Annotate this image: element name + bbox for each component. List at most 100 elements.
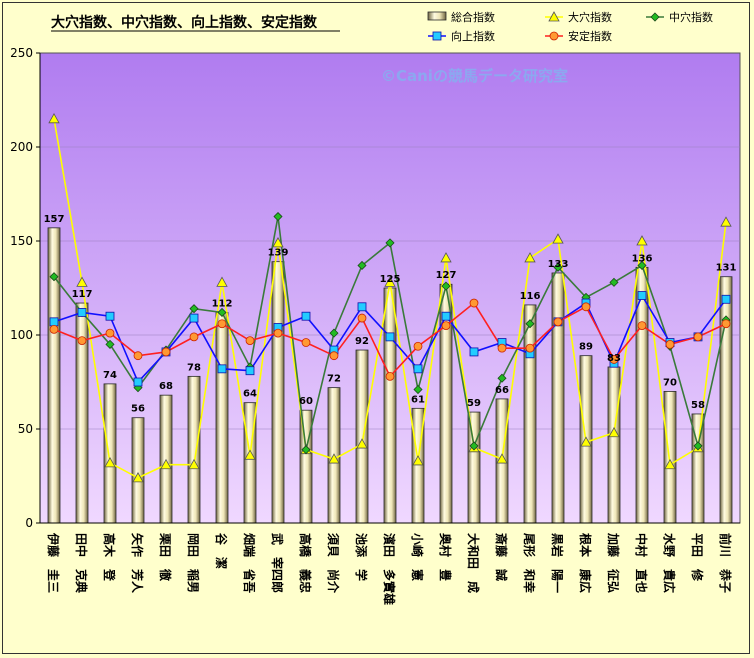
series-3-point-11 [357, 313, 367, 323]
x-category-label-11: 池添 学 [354, 533, 369, 581]
series-0-point-21 [636, 235, 648, 246]
bar-value-label-3: 56 [131, 404, 145, 415]
bar-value-label-5: 78 [187, 362, 201, 373]
bar-value-label-22: 70 [663, 377, 677, 388]
series-3-point-19 [581, 302, 591, 312]
y-tick-label: 100 [10, 328, 33, 342]
bar-value-label-0: 157 [44, 214, 65, 225]
series-0-point-20 [608, 426, 620, 438]
bar-value-label-1: 117 [72, 289, 93, 300]
series-1-point-5 [189, 304, 199, 314]
series-1-point-21 [637, 260, 647, 271]
bar-value-label-2: 74 [103, 370, 117, 381]
x-category-label-18: 黒岩 陽一 [550, 533, 565, 593]
x-category-label-24: 前川 恭子 [718, 533, 733, 593]
series-3-point-21 [637, 321, 647, 331]
x-category-label-22: 水野 貴広 [662, 533, 677, 593]
legend-label-1: 大穴指数 [568, 10, 612, 24]
bar-24 [719, 276, 733, 524]
series-0-point-2 [104, 457, 116, 468]
watermark: ©Caniの競馬データ研究室 [381, 67, 568, 85]
series-3-point-18 [553, 317, 563, 327]
bar-1 [75, 302, 89, 524]
x-category-label-15: 大和田 成 [466, 533, 481, 593]
bar-value-label-24: 131 [716, 263, 737, 274]
series-2-point-0 [49, 317, 59, 327]
x-category-label-2: 高木 登 [102, 533, 117, 582]
series-3-point-9 [301, 338, 311, 347]
x-category-label-14: 奥村 豊 [438, 533, 453, 581]
x-category-label-9: 高橋 義忠 [298, 533, 313, 593]
series-3-point-12 [385, 371, 395, 381]
series-0-point-0 [48, 112, 60, 124]
series-3-point-22 [665, 339, 675, 349]
x-category-label-8: 武 宰四郎 [270, 533, 285, 593]
bar-15 [467, 411, 481, 524]
series-1-point-0 [49, 272, 59, 282]
bar-18 [551, 272, 565, 524]
series-2-point-21 [637, 291, 647, 300]
y-tick-label: 200 [10, 140, 33, 154]
series-2-point-5 [189, 313, 199, 323]
bar-0 [47, 227, 61, 524]
series-2-point-13 [413, 364, 423, 374]
series-0-point-16 [496, 453, 508, 464]
series-2-point-12 [385, 332, 395, 342]
series-3-point-6 [217, 319, 227, 329]
series-1-point-2 [105, 339, 115, 349]
y-tick-label: 250 [10, 46, 33, 60]
bar-value-label-8: 139 [268, 248, 289, 259]
bar-value-label-9: 60 [299, 396, 313, 407]
series-0-point-24 [720, 216, 732, 227]
legend-swatch-marker-4 [549, 31, 559, 41]
series-0-point-8 [272, 237, 284, 248]
bar-value-label-10: 72 [327, 374, 341, 385]
x-category-label-19: 根本 康広 [578, 533, 593, 593]
bar-value-label-11: 92 [355, 336, 369, 347]
legend-label-2: 中穴指数 [669, 10, 713, 24]
series-3-point-16 [497, 343, 507, 353]
series-3-point-13 [413, 341, 423, 351]
bar-value-label-19: 89 [579, 342, 593, 353]
series-3-point-0 [49, 324, 59, 334]
series-3-point-3 [133, 351, 143, 361]
y-tick-label: 50 [18, 422, 33, 436]
x-category-label-7: 畑端 省吾 [242, 533, 257, 593]
bar-22 [663, 390, 677, 524]
legend-swatch-marker-2 [650, 12, 660, 22]
bar-value-label-20: 83 [607, 353, 621, 364]
series-1-point-23 [693, 441, 703, 451]
series-1-point-17 [525, 319, 535, 329]
series-0-point-17 [524, 252, 536, 263]
series-3-point-20 [609, 355, 619, 364]
x-category-label-20: 加藤 征弘 [606, 532, 621, 593]
series-2-point-11 [357, 302, 367, 312]
series-1-point-15 [469, 441, 479, 451]
bar-8 [271, 261, 285, 524]
series-3-point-2 [105, 328, 115, 338]
series-2-point-1 [77, 308, 87, 317]
series-0-point-11 [356, 438, 368, 449]
legend-label-0: 総合指数 [451, 10, 495, 24]
series-1-point-13 [413, 384, 423, 395]
x-category-label-12: 濱田 多實雄 [382, 533, 397, 605]
bar-value-label-12: 125 [380, 274, 401, 285]
series-0-point-18 [552, 233, 564, 244]
bar-value-label-7: 64 [243, 389, 257, 400]
x-category-label-23: 平田 修 [690, 533, 705, 582]
y-tick-label: 0 [25, 516, 33, 530]
series-0-point-5 [188, 458, 200, 470]
series-1-point-14 [441, 281, 451, 291]
series-1-point-18 [553, 262, 563, 272]
series-0-point-3 [132, 472, 144, 483]
legend-label-4: 安定指数 [568, 29, 612, 43]
y-tick-label: 150 [10, 234, 33, 248]
bar-value-label-4: 68 [159, 381, 173, 392]
series-2-point-3 [133, 377, 143, 387]
bar-17 [523, 304, 537, 524]
bar-20 [607, 366, 621, 524]
legend-swatch-marker-3 [432, 31, 442, 41]
legend-swatch-marker-1 [548, 11, 560, 22]
series-3-point-23 [693, 332, 703, 342]
